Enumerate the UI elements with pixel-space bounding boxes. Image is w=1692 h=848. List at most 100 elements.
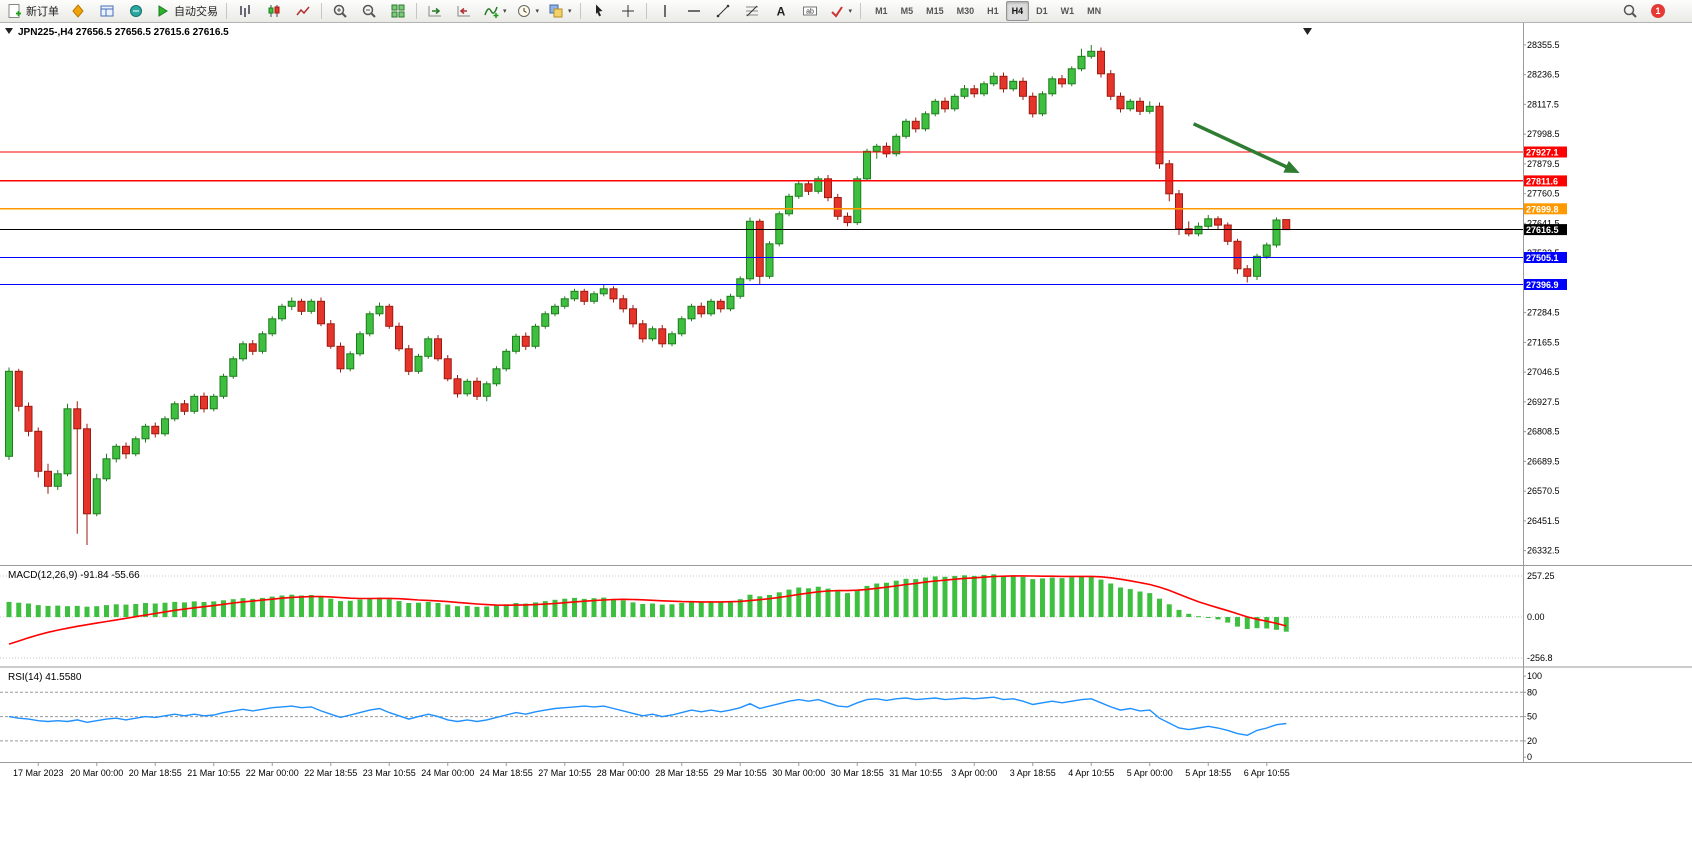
dropdown-caret-icon[interactable]: ▾ — [535, 8, 540, 15]
time-axis: 17 Mar 2023 20 Mar 00:00 20 Mar 18:55 21 Ma… — [13, 762, 1290, 778]
auto-scroll-button[interactable] — [421, 0, 449, 22]
svg-text:28355.5: 28355.5 — [1527, 40, 1560, 50]
chart-window: 28355.5 28236.5 28117.5 27998.5 27879.5 27760… — [0, 23, 1692, 848]
price-axis: 28355.5 28236.5 28117.5 27998.5 27879.5 27760… — [1523, 40, 1560, 556]
svg-text:26808.5: 26808.5 — [1527, 427, 1560, 437]
candle — [141, 425, 150, 440]
candle — [239, 343, 247, 360]
dropdown-caret-icon[interactable]: ▾ — [848, 8, 853, 15]
candle — [453, 378, 462, 395]
macd-pane: 257.25 0.00 -256.8 — [0, 571, 1555, 663]
horizontal-line-icon — [687, 10, 700, 12]
timeframe-mn-button[interactable]: MN — [1087, 6, 1102, 16]
bar-chart-button[interactable] — [231, 0, 259, 22]
timeframe-w1-button[interactable]: W1 — [1060, 6, 1075, 16]
time-label: 30 Mar 00:00 — [772, 768, 825, 778]
candle — [502, 350, 511, 370]
time-label: 28 Mar 00:00 — [597, 768, 650, 778]
text-button[interactable]: A — [767, 0, 795, 22]
arrows-button[interactable]: ▾ — [825, 0, 857, 22]
chart-menu-icon[interactable] — [5, 28, 13, 34]
time-label: 31 Mar 10:55 — [889, 768, 942, 778]
candle — [970, 88, 979, 95]
candle — [326, 323, 335, 347]
candle — [1145, 105, 1154, 112]
toolbar-separator — [579, 3, 581, 19]
svg-text:27505.1: 27505.1 — [1526, 253, 1559, 263]
candle — [872, 145, 881, 152]
chart-shift-button[interactable] — [450, 0, 478, 22]
candle — [1097, 50, 1105, 75]
timeframe-h4-button[interactable]: H4 — [1005, 1, 1030, 21]
timeframe-m15-button[interactable]: M15 — [926, 6, 944, 16]
fibonacci-button[interactable] — [738, 0, 766, 22]
time-label: 6 Apr 10:55 — [1244, 768, 1290, 778]
charts-button[interactable] — [64, 0, 92, 22]
candle — [44, 470, 52, 487]
chart-shift-marker-icon — [1303, 28, 1312, 35]
candle — [892, 135, 901, 155]
candle — [941, 100, 949, 110]
new-order-button-label: 新订单 — [26, 6, 59, 18]
horizontal-line-button[interactable] — [680, 0, 708, 22]
vertical-line-button[interactable] — [651, 0, 679, 22]
svg-text:100: 100 — [1527, 671, 1542, 681]
candle — [980, 83, 988, 95]
timeframe-bar: M1 M5 M15 M30 H1 H4 D1 W1 MN — [869, 1, 1107, 21]
chart-canvas[interactable]: 28355.5 28236.5 28117.5 27998.5 27879.5 27760… — [0, 23, 1692, 848]
svg-text:28236.5: 28236.5 — [1527, 70, 1560, 80]
candle — [219, 375, 228, 397]
rsi-label: RSI(14) 41.5580 — [8, 672, 82, 683]
dropdown-caret-icon[interactable]: ▾ — [503, 8, 507, 15]
dropdown-caret-icon[interactable]: ▾ — [568, 8, 572, 15]
timeframe-m30-button[interactable]: M30 — [956, 6, 975, 16]
notification-badge[interactable]: 1 — [1651, 4, 1665, 18]
time-label: 20 Mar 00:00 — [70, 768, 123, 778]
crosshair-button[interactable] — [614, 0, 642, 22]
cursor-button[interactable] — [585, 0, 613, 22]
line-chart-button[interactable] — [289, 0, 317, 22]
svg-text:26332.5: 26332.5 — [1527, 546, 1560, 556]
candle — [53, 473, 62, 487]
candlestick-chart-button[interactable] — [260, 0, 288, 22]
time-label: 3 Apr 18:55 — [1010, 768, 1056, 778]
templates-button[interactable]: ▾ — [544, 0, 576, 22]
strategy-tester-button[interactable] — [122, 0, 150, 22]
trend-arrow[interactable] — [1192, 122, 1300, 173]
timeframe-h1-button[interactable]: H1 — [987, 6, 999, 16]
timeframe-d1-button[interactable]: D1 — [1036, 6, 1048, 16]
candle — [443, 358, 452, 380]
indicators-button[interactable]: ▾ — [479, 0, 511, 22]
timeframe-m1-button[interactable]: M1 — [875, 6, 888, 16]
auto-trading-button[interactable]: 自动交易 — [151, 0, 222, 22]
toolbar-separator — [226, 3, 227, 19]
trendline-button[interactable] — [709, 0, 737, 22]
candle — [73, 408, 82, 430]
candle — [1233, 240, 1242, 270]
candle — [131, 438, 140, 455]
candle — [531, 325, 540, 347]
label-button[interactable]: ab — [796, 0, 824, 22]
toolbar-right-cluster: 1 — [1616, 0, 1689, 22]
macd-signal-line — [8, 575, 1287, 645]
candle — [482, 383, 491, 397]
zoom-out-button[interactable] — [355, 0, 383, 22]
time-label: 4 Apr 10:55 — [1068, 768, 1114, 778]
tile-windows-button[interactable] — [384, 0, 412, 22]
new-order-button[interactable]: 新订单 — [3, 0, 63, 22]
candle — [385, 305, 394, 327]
candle — [707, 300, 715, 315]
candle — [1077, 55, 1086, 70]
profiles-button[interactable] — [93, 0, 121, 22]
price-badge — [1524, 175, 1567, 187]
candle — [736, 278, 745, 297]
candle — [775, 213, 784, 245]
periods-button[interactable]: ▾ — [512, 0, 544, 22]
zoom-in-button[interactable] — [326, 0, 354, 22]
time-label: 5 Apr 00:00 — [1127, 768, 1173, 778]
search-button[interactable] — [1616, 0, 1644, 22]
candle — [1028, 95, 1037, 115]
candle — [804, 183, 813, 192]
candle — [560, 298, 569, 307]
timeframe-m5-button[interactable]: M5 — [900, 6, 914, 16]
